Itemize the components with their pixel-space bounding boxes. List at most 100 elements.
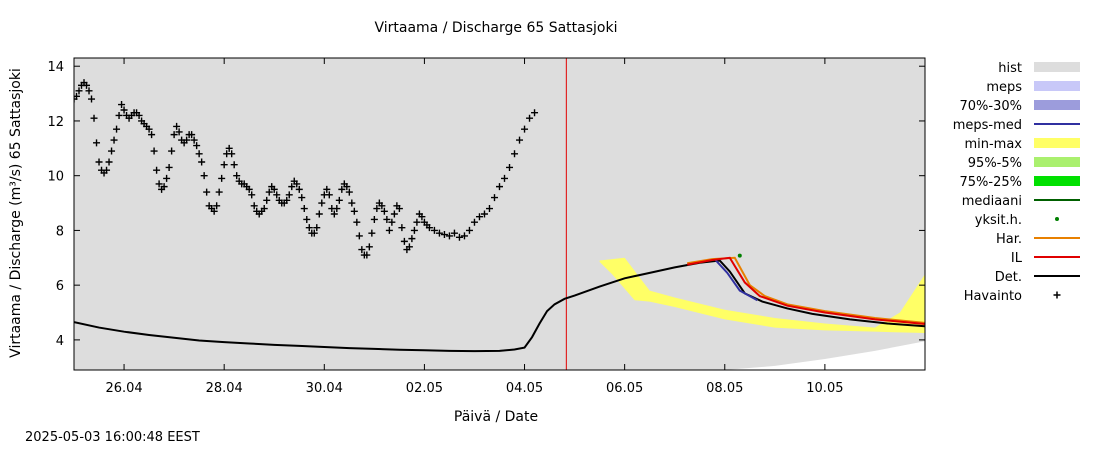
observation-point (263, 196, 271, 204)
observation-point (305, 224, 313, 232)
legend-swatch-yksit-h- (1055, 217, 1059, 221)
minmax-band (599, 257, 925, 334)
observation-point (265, 188, 273, 196)
observation-point (400, 237, 408, 245)
observation-point (283, 196, 291, 204)
observation-point (195, 150, 203, 158)
legend-swatch-hist (1034, 62, 1080, 72)
observation-point (213, 202, 221, 210)
observation-point (501, 174, 509, 182)
footer-timestamp: 2025-05-03 16:00:48 EEST (25, 430, 200, 445)
observation-point (115, 111, 123, 119)
observation-point (190, 136, 198, 144)
x-tick-label: 30.04 (306, 381, 343, 396)
observation-point (313, 224, 321, 232)
x-tick-label: 02.05 (406, 381, 443, 396)
observation-point (218, 174, 226, 182)
legend-label: 75%-25% (960, 175, 1022, 190)
observation-point (330, 210, 338, 218)
y-tick-label: 14 (47, 60, 64, 75)
observation-point (365, 243, 373, 251)
observation-point (490, 194, 498, 202)
plot-frame (73, 57, 926, 371)
y-tick-label: 6 (56, 279, 64, 294)
chart-title: Virtaama / Discharge 65 Sattasjoki (374, 20, 617, 36)
legend-label: Det. (995, 270, 1022, 285)
observation-point (173, 122, 181, 130)
observation-point (230, 161, 238, 169)
observation-point (405, 243, 413, 251)
legend-label: yksit.h. (975, 213, 1022, 228)
observation-point (270, 185, 278, 193)
observation-point (175, 128, 183, 136)
ensemble-dot (737, 253, 742, 258)
observation-point (455, 233, 463, 241)
plot-layer (74, 58, 925, 370)
observation-point (435, 229, 443, 237)
observation-point (188, 131, 196, 139)
legend-swatch-75-25- (1034, 176, 1080, 186)
observation-point (370, 215, 378, 223)
observation-point (153, 166, 161, 174)
legend: hist meps 70%-30% meps-med min-max 95%-5% 75%-… (953, 61, 1080, 304)
y-tick-label: 8 (56, 224, 64, 239)
observation-point (310, 229, 318, 237)
observation-point (90, 114, 98, 122)
x-tick-label: 28.04 (206, 381, 243, 396)
observation-point (318, 199, 326, 207)
observation-point (83, 81, 91, 89)
observation-point (323, 185, 331, 193)
observation-point (163, 174, 171, 182)
observation-point (440, 231, 448, 239)
series-line-il (687, 256, 925, 326)
x-tick-label: 04.05 (506, 381, 543, 396)
observation-point (475, 213, 483, 221)
legend-label: Havainto (964, 289, 1022, 304)
hist-lower-area (74, 341, 925, 370)
observation-point (378, 202, 386, 210)
x-tick-label: 10.05 (806, 381, 843, 396)
observation-point (113, 125, 121, 133)
observation-point (298, 194, 306, 202)
observation-point (343, 183, 351, 191)
y-tick-label: 12 (47, 115, 64, 130)
observation-point (293, 180, 301, 188)
observation-point (220, 161, 228, 169)
observation-point (445, 232, 453, 240)
observation-point (408, 235, 416, 243)
observation-point (260, 205, 268, 213)
observation-point (183, 136, 191, 144)
observation-point (390, 210, 398, 218)
observation-point (285, 191, 293, 199)
observation-point (516, 136, 524, 144)
x-axis-label: Päivä / Date (454, 409, 538, 425)
legend-label: min-max (964, 137, 1022, 152)
observation-point (85, 87, 93, 95)
observation-point (103, 166, 111, 174)
observation-point (413, 218, 421, 226)
legend-label: mediaani (962, 194, 1022, 209)
observation-point (521, 125, 529, 133)
observation-point (450, 229, 458, 237)
observation-point (480, 210, 488, 218)
observation-point (210, 207, 218, 215)
legend-swatch-meps (1034, 81, 1080, 91)
observation-point (348, 199, 356, 207)
observation-point (358, 246, 366, 254)
legend-label: 70%-30% (960, 99, 1022, 114)
observation-point (250, 202, 258, 210)
legend-swatch-70-30- (1034, 100, 1080, 110)
observation-point (388, 218, 396, 226)
legend-label: meps-med (953, 118, 1022, 133)
observation-point (511, 150, 519, 158)
observation-point (105, 158, 113, 166)
observation-point (506, 163, 514, 171)
observation-point (363, 251, 371, 259)
legend-swatch-95-5- (1034, 157, 1080, 167)
observation-point (398, 224, 406, 232)
observation-point (160, 183, 168, 191)
observation-point (531, 109, 539, 117)
observation-point (418, 213, 426, 221)
series-line-det- (74, 259, 925, 353)
observation-point (373, 205, 381, 213)
